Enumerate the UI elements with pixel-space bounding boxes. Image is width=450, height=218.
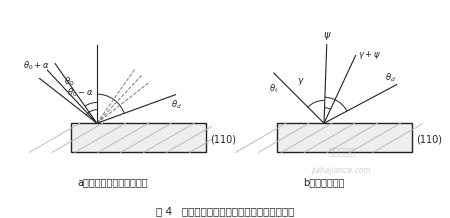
Text: $\gamma$: $\gamma$ [297, 76, 305, 87]
Text: $\theta_0+\alpha$: $\theta_0+\alpha$ [23, 60, 50, 72]
Text: b）测得偏离角: b）测得偏离角 [303, 178, 345, 188]
Text: 嘉哈检测网: 嘉哈检测网 [328, 148, 356, 157]
Text: jiahajiance.com: jiahajiance.com [312, 165, 372, 175]
Text: $\theta_0-\alpha$: $\theta_0-\alpha$ [67, 87, 94, 99]
Text: (110): (110) [417, 134, 442, 144]
Text: $\psi$: $\psi$ [323, 30, 331, 42]
Text: $\theta_d$: $\theta_d$ [171, 98, 182, 111]
Text: 图 4   试探法探测器扫描过程及测得偏离角示意: 图 4 试探法探测器扫描过程及测得偏离角示意 [156, 206, 294, 216]
Text: a）试探法探测器扫描过程: a）试探法探测器扫描过程 [77, 178, 148, 188]
Text: (110): (110) [210, 134, 236, 144]
Text: $\gamma+\psi$: $\gamma+\psi$ [358, 49, 381, 61]
Bar [71, 123, 206, 152]
Text: $\theta_t$: $\theta_t$ [270, 82, 279, 95]
Bar [277, 123, 412, 152]
Text: $\theta_d$: $\theta_d$ [385, 72, 396, 84]
Text: $\theta_0$: $\theta_0$ [64, 75, 75, 88]
